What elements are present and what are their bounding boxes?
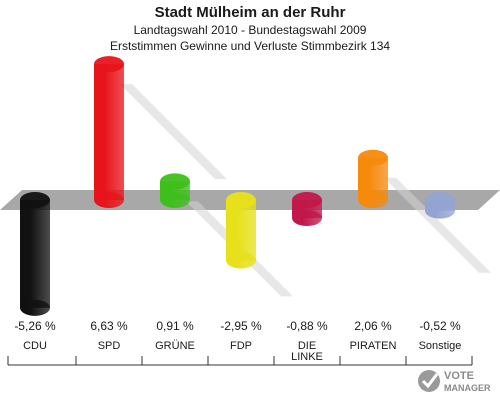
chart-title: Stadt Mülheim an der Ruhr — [154, 4, 346, 21]
bar-piraten — [358, 149, 388, 208]
value-label: -2,95 % — [220, 319, 262, 333]
category-label: PIRATEN — [350, 340, 397, 352]
chart-subtitle-2: Erststimmen Gewinne und Verluste Stimmbe… — [109, 39, 391, 53]
chart-subtitle-1: Landtagswahl 2010 - Bundestagswahl 2009 — [133, 23, 367, 37]
bar-cdu — [20, 192, 50, 316]
bar-grüne — [160, 173, 190, 208]
bar-spd — [94, 56, 124, 208]
category-label: LINKE — [291, 351, 323, 363]
category-label: DIE — [298, 340, 316, 352]
value-label: 6,63 % — [90, 319, 128, 333]
value-label: -5,26 % — [14, 319, 56, 333]
category-label: SPD — [98, 340, 121, 352]
value-label: -0,88 % — [286, 319, 328, 333]
bar-fdp — [226, 192, 256, 269]
category-label: CDU — [23, 340, 47, 352]
category-label: Sonstige — [419, 340, 462, 352]
vote-manager-logo-icon: VOTE MANAGER — [418, 370, 491, 393]
bar-die-linke — [292, 192, 322, 227]
bar-sonstige — [425, 192, 455, 219]
value-label: 0,91 % — [156, 319, 194, 333]
svg-text:MANAGER: MANAGER — [444, 383, 491, 393]
category-label: GRÜNE — [155, 340, 195, 352]
value-label: -0,52 % — [419, 319, 461, 333]
svg-text:VOTE: VOTE — [444, 370, 474, 382]
bar-shadow — [120, 84, 227, 180]
bar-shadow — [384, 177, 491, 273]
value-label: 2,06 % — [354, 319, 392, 333]
category-label: FDP — [230, 340, 252, 352]
